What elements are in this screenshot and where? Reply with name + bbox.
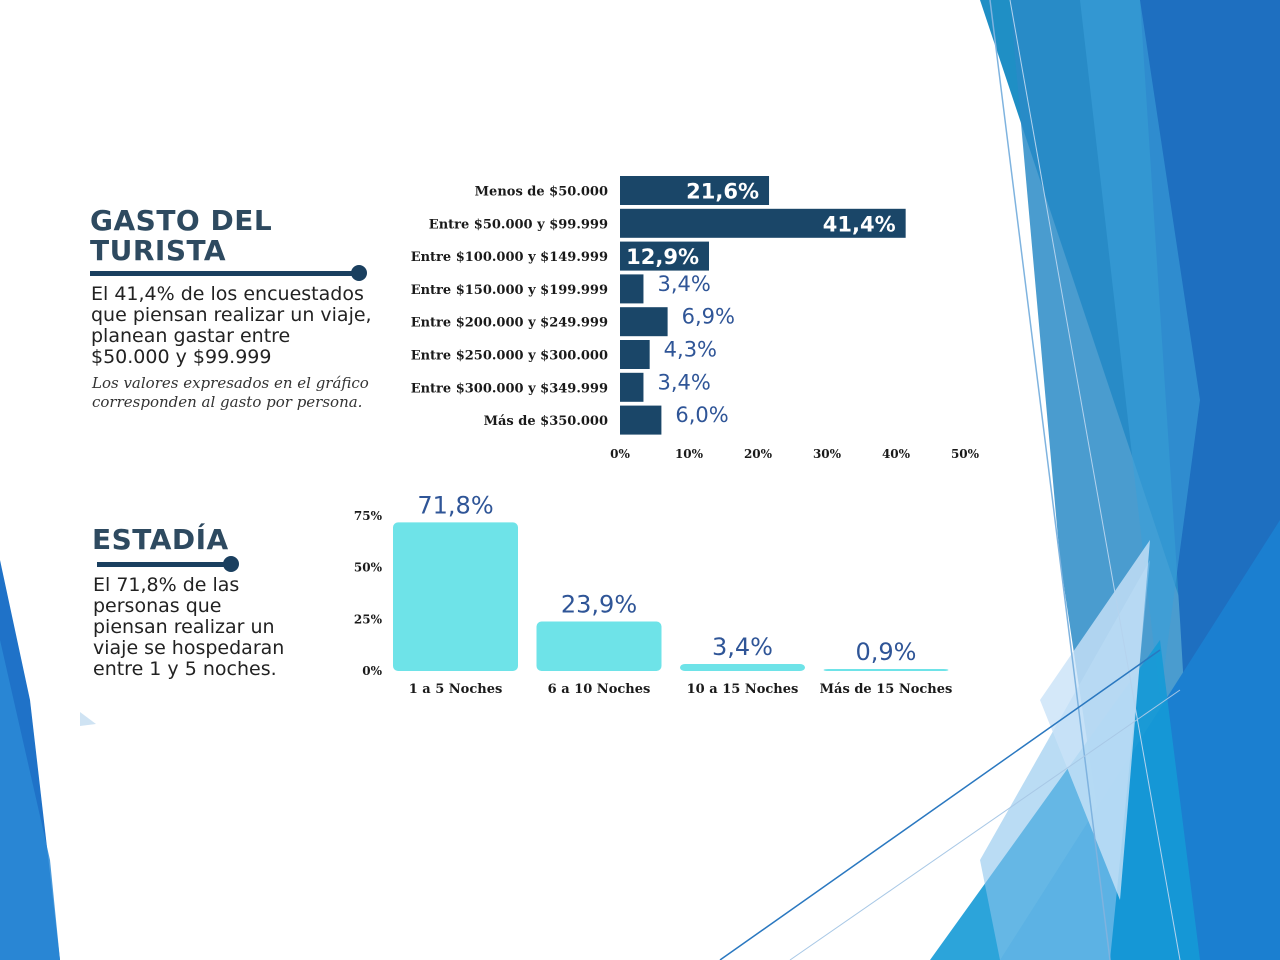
estadia-y-tick-label: 25%	[354, 612, 383, 626]
gasto-bar	[620, 208, 906, 238]
gasto-x-tick-label: 20%	[744, 447, 773, 461]
estadia-value-label: 3,4%	[712, 633, 773, 661]
gasto-category-label: Entre $150.000 y $199.999	[411, 283, 608, 298]
gasto-value-label: 3,4%	[657, 272, 710, 296]
estadia-title: ESTADÍA	[92, 523, 229, 556]
gasto-description: El 41,4% de los encuestados que piensan …	[91, 284, 391, 368]
gasto-bar	[620, 405, 662, 435]
estadia-value-label: 71,8%	[417, 491, 493, 519]
gasto-value-label: 41,4%	[823, 212, 896, 236]
gasto-rule-dot	[351, 265, 367, 281]
gasto-x-tick-label: 10%	[675, 447, 704, 461]
gasto-value-label: 3,4%	[657, 370, 710, 394]
estadia-value-label: 23,9%	[561, 591, 637, 619]
gasto-x-tick-label: 30%	[813, 447, 842, 461]
estadia-bar	[823, 669, 949, 671]
estadia-description: El 71,8% de las personas que piensan rea…	[93, 575, 353, 680]
gasto-bar	[620, 241, 710, 271]
gasto-title-line2: TURISTA	[90, 234, 227, 267]
estadia-rule-dot	[223, 556, 239, 572]
gasto-bar	[620, 274, 644, 304]
gasto-title-rule	[90, 265, 367, 281]
estadia-desc-line-4: viaje se hospedaran	[93, 637, 285, 659]
gasto-desc-line-4: $50.000 y $99.999	[91, 346, 272, 368]
estadia-desc-line-5: entre 1 y 5 noches.	[93, 658, 277, 680]
gasto-bar	[620, 307, 668, 337]
estadia-title-rule	[97, 556, 239, 572]
estadia-bar	[680, 663, 805, 671]
estadia-desc-line-1: El 71,8% de las	[93, 574, 240, 596]
gasto-desc-line-2: que piensan realizar un viaje,	[91, 304, 372, 326]
gasto-category-label: Entre $300.000 y $349.999	[411, 381, 608, 396]
gasto-bar	[620, 372, 644, 402]
estadia-y-tick-label: 75%	[354, 509, 383, 523]
estadia-y-tick-label: 50%	[354, 561, 383, 575]
estadia-category-label: 6 a 10 Noches	[548, 682, 651, 697]
gasto-category-label: Entre $200.000 y $249.999	[411, 316, 608, 331]
estadia-bar	[393, 522, 518, 671]
gasto-note-line-2: corresponden al gasto por persona.	[92, 393, 363, 411]
gasto-x-tick-label: 40%	[882, 447, 911, 461]
gasto-value-label: 12,9%	[626, 245, 699, 269]
gasto-note: Los valores expresados en el gráfico cor…	[92, 374, 392, 412]
gasto-desc-line-1: El 41,4% de los encuestados	[91, 283, 364, 305]
gasto-category-label: Menos de $50.000	[475, 185, 608, 200]
gasto-value-label: 6,0%	[675, 403, 728, 427]
estadia-category-label: Más de 15 Noches	[820, 682, 953, 697]
estadia-desc-line-3: piensan realizar un	[93, 616, 275, 638]
estadia-value-label: 0,9%	[856, 638, 917, 666]
gasto-value-label: 21,6%	[686, 180, 759, 204]
gasto-category-label: Entre $100.000 y $149.999	[411, 250, 608, 265]
gasto-bar	[620, 176, 770, 205]
gasto-value-label: 6,9%	[682, 305, 735, 329]
estadia-bar	[536, 621, 662, 671]
gasto-bar	[620, 340, 650, 369]
gasto-x-tick-label: 50%	[951, 447, 980, 461]
estadia-category-label: 1 a 5 Noches	[409, 682, 503, 697]
estadia-y-tick-label: 0%	[362, 664, 382, 678]
gasto-note-line-1: Los valores expresados en el gráfico	[92, 374, 369, 392]
gasto-category-label: Más de $350.000	[484, 414, 608, 429]
gasto-desc-line-3: planean gastar entre	[91, 325, 291, 347]
gasto-x-tick-label: 0%	[610, 447, 630, 461]
gasto-category-label: Entre $250.000 y $300.000	[411, 349, 608, 364]
gasto-title: GASTO DEL TURISTA	[90, 206, 272, 266]
estadia-category-label: 10 a 15 Noches	[687, 682, 799, 697]
gasto-value-label: 4,3%	[664, 338, 717, 362]
gasto-title-line1: GASTO DEL	[90, 204, 273, 237]
estadia-desc-line-2: personas que	[93, 595, 222, 617]
gasto-category-label: Entre $50.000 y $99.999	[429, 217, 608, 232]
